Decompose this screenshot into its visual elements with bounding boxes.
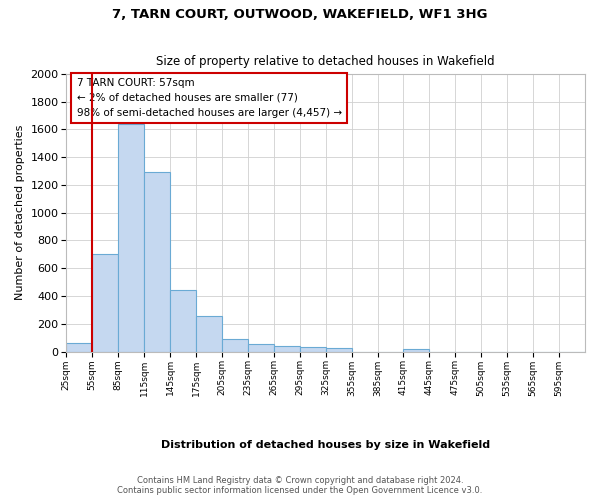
Bar: [222, 339, 248, 351]
Bar: [300, 348, 326, 352]
Bar: [274, 346, 300, 352]
Y-axis label: Number of detached properties: Number of detached properties: [15, 125, 25, 300]
Text: 7 TARN COURT: 57sqm
← 2% of detached houses are smaller (77)
98% of semi-detache: 7 TARN COURT: 57sqm ← 2% of detached hou…: [77, 78, 342, 118]
Bar: [170, 290, 196, 352]
X-axis label: Distribution of detached houses by size in Wakefield: Distribution of detached houses by size …: [161, 440, 490, 450]
Bar: [326, 348, 352, 352]
Bar: [92, 254, 118, 352]
Bar: [403, 349, 430, 352]
Bar: [196, 316, 222, 352]
Title: Size of property relative to detached houses in Wakefield: Size of property relative to detached ho…: [157, 56, 495, 68]
Bar: [248, 344, 274, 352]
Text: Contains HM Land Registry data © Crown copyright and database right 2024.
Contai: Contains HM Land Registry data © Crown c…: [118, 476, 482, 495]
Bar: [118, 124, 144, 352]
Bar: [144, 172, 170, 352]
Text: 7, TARN COURT, OUTWOOD, WAKEFIELD, WF1 3HG: 7, TARN COURT, OUTWOOD, WAKEFIELD, WF1 3…: [112, 8, 488, 20]
Bar: [67, 342, 92, 351]
